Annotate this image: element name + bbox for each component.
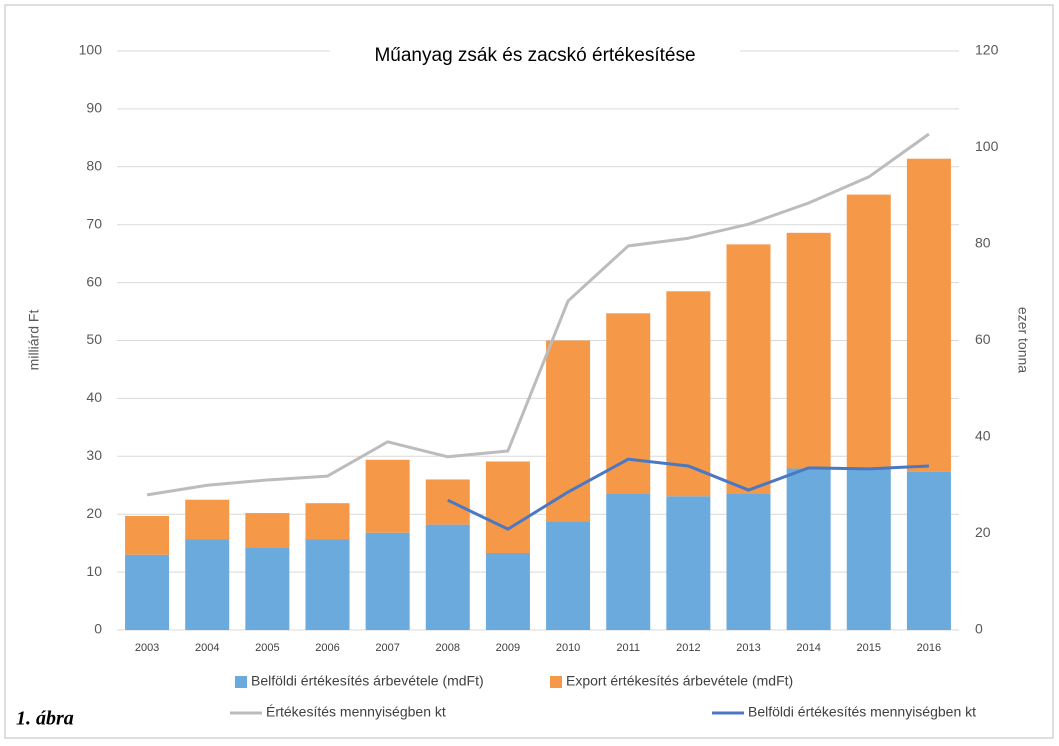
bar bbox=[425, 524, 470, 630]
bar bbox=[666, 496, 711, 630]
bar bbox=[606, 313, 651, 494]
bar bbox=[786, 468, 831, 630]
y-tick-label: 90 bbox=[86, 100, 102, 116]
y2-tick-label: 80 bbox=[975, 235, 991, 251]
x-tick-label: 2007 bbox=[375, 642, 399, 654]
y-tick-label: 20 bbox=[86, 505, 102, 521]
line bbox=[146, 132, 930, 497]
bar bbox=[726, 493, 771, 630]
bar bbox=[666, 291, 711, 497]
bar bbox=[185, 499, 230, 540]
x-tick-label: 2010 bbox=[556, 642, 580, 654]
bar bbox=[305, 539, 350, 630]
bar bbox=[846, 194, 891, 470]
y-tick-label: 80 bbox=[86, 158, 102, 174]
bar bbox=[185, 539, 230, 630]
y-tick-label: 30 bbox=[86, 447, 102, 463]
legend-label: Export értékesítés árbevétele (mdFt) bbox=[566, 673, 793, 689]
bar bbox=[125, 515, 170, 555]
x-tick-label: 2006 bbox=[315, 642, 339, 654]
bar bbox=[305, 503, 350, 540]
bar bbox=[245, 547, 290, 630]
x-tick-label: 2013 bbox=[736, 642, 760, 654]
y-axis-label: milliárd Ft bbox=[26, 310, 42, 371]
bar bbox=[786, 232, 831, 469]
chart-title: Műanyag zsák és zacskó értékesítése bbox=[374, 45, 695, 66]
y-tick-label: 40 bbox=[86, 389, 102, 405]
x-tick-label: 2009 bbox=[496, 642, 520, 654]
bar bbox=[906, 471, 951, 630]
y-tick-label: 0 bbox=[94, 621, 102, 637]
bar bbox=[485, 461, 530, 553]
legend-label: Értékesítés mennyiségben kt bbox=[266, 704, 446, 720]
y2-tick-label: 0 bbox=[975, 621, 983, 637]
y2-tick-label: 120 bbox=[975, 42, 999, 58]
legend-label: Belföldi értékesítés árbevétele (mdFt) bbox=[251, 673, 484, 689]
bar bbox=[606, 493, 651, 630]
x-tick-label: 2011 bbox=[616, 642, 640, 654]
caption: 1. ábra bbox=[16, 708, 74, 730]
line bbox=[447, 457, 930, 531]
y2-tick-label: 40 bbox=[975, 428, 991, 444]
y2-tick-label: 20 bbox=[975, 524, 991, 540]
x-tick-label: 2012 bbox=[676, 642, 700, 654]
bar bbox=[365, 532, 410, 630]
bar bbox=[546, 340, 591, 522]
y2-tick-label: 60 bbox=[975, 331, 991, 347]
x-tick-label: 2014 bbox=[796, 642, 820, 654]
bar bbox=[485, 552, 530, 630]
y-tick-label: 50 bbox=[86, 331, 102, 347]
x-tick-label: 2016 bbox=[917, 642, 941, 654]
y2-tick-label: 100 bbox=[975, 138, 999, 154]
bar bbox=[425, 479, 470, 525]
bar bbox=[846, 469, 891, 630]
y-tick-label: 60 bbox=[86, 273, 102, 289]
title-bg bbox=[330, 40, 740, 72]
bar bbox=[726, 244, 771, 494]
bar bbox=[365, 459, 410, 533]
x-tick-label: 2004 bbox=[195, 642, 219, 654]
x-tick-label: 2008 bbox=[436, 642, 460, 654]
x-tick-label: 2015 bbox=[857, 642, 881, 654]
bar bbox=[245, 513, 290, 548]
legend-swatch bbox=[550, 676, 562, 688]
y-tick-label: 70 bbox=[86, 215, 102, 231]
y2-axis-label: ezer tonna bbox=[1015, 307, 1031, 373]
x-tick-label: 2005 bbox=[255, 642, 279, 654]
y-tick-label: 10 bbox=[86, 563, 102, 579]
bar bbox=[125, 554, 170, 630]
legend-label: Belföldi értékesítés mennyiségben kt bbox=[748, 704, 976, 720]
legend-swatch bbox=[235, 676, 247, 688]
bar bbox=[906, 158, 951, 472]
y-tick-label: 100 bbox=[79, 42, 103, 58]
bar bbox=[546, 521, 591, 630]
x-tick-label: 2003 bbox=[135, 642, 159, 654]
